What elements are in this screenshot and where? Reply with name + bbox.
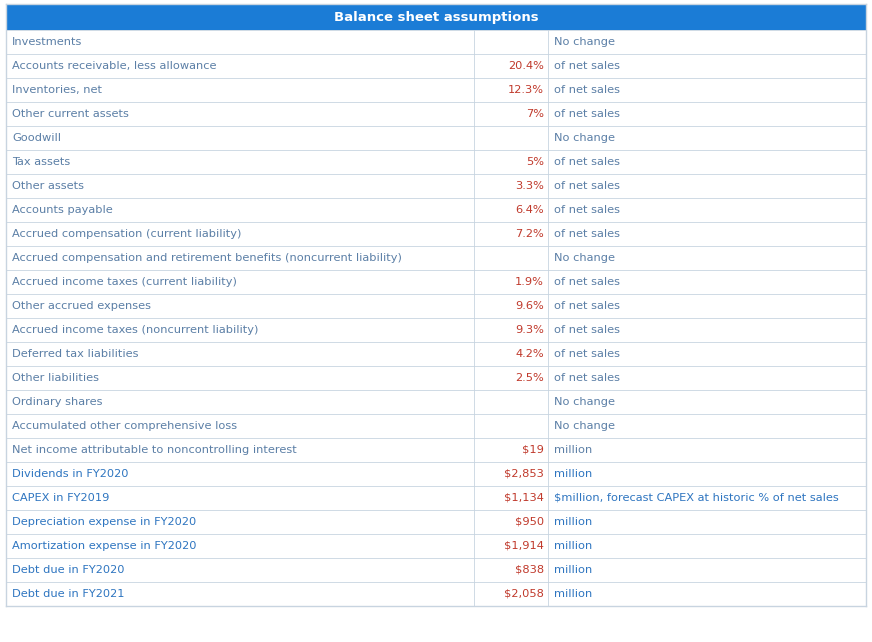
Text: No change: No change: [554, 37, 615, 47]
Text: Investments: Investments: [12, 37, 82, 47]
Bar: [6, 246, 866, 270]
Text: $1,134: $1,134: [504, 493, 544, 503]
Text: Dividends in FY2020: Dividends in FY2020: [12, 469, 128, 479]
Text: 1.9%: 1.9%: [515, 277, 544, 287]
Text: Goodwill: Goodwill: [12, 133, 61, 143]
Bar: [6, 414, 866, 438]
Text: Accrued income taxes (noncurrent liability): Accrued income taxes (noncurrent liabili…: [12, 325, 258, 335]
Bar: [6, 30, 866, 54]
Bar: [6, 582, 866, 606]
Text: 12.3%: 12.3%: [508, 85, 544, 95]
Text: Deferred tax liabilities: Deferred tax liabilities: [12, 349, 139, 359]
Text: million: million: [554, 469, 592, 479]
Text: $19: $19: [522, 445, 544, 455]
Bar: [6, 366, 866, 390]
Text: $1,914: $1,914: [504, 541, 544, 551]
Text: Depreciation expense in FY2020: Depreciation expense in FY2020: [12, 517, 196, 527]
Text: Balance sheet assumptions: Balance sheet assumptions: [334, 10, 538, 24]
Text: No change: No change: [554, 421, 615, 431]
Bar: [6, 462, 866, 486]
Text: 5%: 5%: [526, 157, 544, 167]
Text: Amortization expense in FY2020: Amortization expense in FY2020: [12, 541, 196, 551]
Text: of net sales: of net sales: [554, 229, 620, 239]
Text: of net sales: of net sales: [554, 349, 620, 359]
Text: million: million: [554, 541, 592, 551]
Bar: [6, 78, 866, 102]
Text: $838: $838: [514, 565, 544, 575]
Text: 9.3%: 9.3%: [515, 325, 544, 335]
Text: $950: $950: [514, 517, 544, 527]
Text: Other current assets: Other current assets: [12, 109, 129, 119]
Text: No change: No change: [554, 253, 615, 263]
Bar: [6, 558, 866, 582]
Text: of net sales: of net sales: [554, 277, 620, 287]
Text: of net sales: of net sales: [554, 61, 620, 71]
Bar: [6, 534, 866, 558]
Text: Accounts receivable, less allowance: Accounts receivable, less allowance: [12, 61, 216, 71]
Text: of net sales: of net sales: [554, 109, 620, 119]
Text: Accrued compensation and retirement benefits (noncurrent liability): Accrued compensation and retirement bene…: [12, 253, 402, 263]
Bar: [6, 486, 866, 510]
Text: of net sales: of net sales: [554, 205, 620, 215]
Text: 3.3%: 3.3%: [515, 181, 544, 191]
Text: of net sales: of net sales: [554, 301, 620, 311]
Bar: [6, 198, 866, 222]
Bar: [6, 342, 866, 366]
Text: 4.2%: 4.2%: [515, 349, 544, 359]
Text: $2,058: $2,058: [504, 589, 544, 599]
Text: of net sales: of net sales: [554, 325, 620, 335]
Text: 7%: 7%: [526, 109, 544, 119]
Text: Other accrued expenses: Other accrued expenses: [12, 301, 151, 311]
Text: million: million: [554, 589, 592, 599]
Bar: [6, 294, 866, 318]
Text: Other liabilities: Other liabilities: [12, 373, 99, 383]
Text: of net sales: of net sales: [554, 181, 620, 191]
Text: $million, forecast CAPEX at historic % of net sales: $million, forecast CAPEX at historic % o…: [554, 493, 839, 503]
Bar: [6, 318, 866, 342]
Text: of net sales: of net sales: [554, 373, 620, 383]
Text: 6.4%: 6.4%: [515, 205, 544, 215]
Text: Ordinary shares: Ordinary shares: [12, 397, 103, 407]
Text: million: million: [554, 517, 592, 527]
Text: million: million: [554, 445, 592, 455]
Text: Debt due in FY2020: Debt due in FY2020: [12, 565, 125, 575]
Text: of net sales: of net sales: [554, 157, 620, 167]
Text: 2.5%: 2.5%: [515, 373, 544, 383]
Bar: [6, 510, 866, 534]
Bar: [6, 270, 866, 294]
Text: Tax assets: Tax assets: [12, 157, 71, 167]
Text: of net sales: of net sales: [554, 85, 620, 95]
Text: CAPEX in FY2019: CAPEX in FY2019: [12, 493, 109, 503]
Text: Accrued compensation (current liability): Accrued compensation (current liability): [12, 229, 242, 239]
Text: Accumulated other comprehensive loss: Accumulated other comprehensive loss: [12, 421, 237, 431]
Bar: [6, 438, 866, 462]
Bar: [6, 4, 866, 30]
Text: 7.2%: 7.2%: [515, 229, 544, 239]
Text: 9.6%: 9.6%: [515, 301, 544, 311]
Text: No change: No change: [554, 133, 615, 143]
Text: Accrued income taxes (current liability): Accrued income taxes (current liability): [12, 277, 237, 287]
Bar: [6, 222, 866, 246]
Bar: [6, 390, 866, 414]
Text: Net income attributable to noncontrolling interest: Net income attributable to noncontrollin…: [12, 445, 296, 455]
Text: Accounts payable: Accounts payable: [12, 205, 112, 215]
Text: No change: No change: [554, 397, 615, 407]
Text: Debt due in FY2021: Debt due in FY2021: [12, 589, 125, 599]
Text: $2,853: $2,853: [504, 469, 544, 479]
Text: Other assets: Other assets: [12, 181, 84, 191]
Bar: [6, 150, 866, 174]
Bar: [6, 126, 866, 150]
Bar: [6, 54, 866, 78]
Text: Inventories, net: Inventories, net: [12, 85, 102, 95]
Bar: [6, 174, 866, 198]
Text: 20.4%: 20.4%: [508, 61, 544, 71]
Text: million: million: [554, 565, 592, 575]
Bar: [6, 102, 866, 126]
